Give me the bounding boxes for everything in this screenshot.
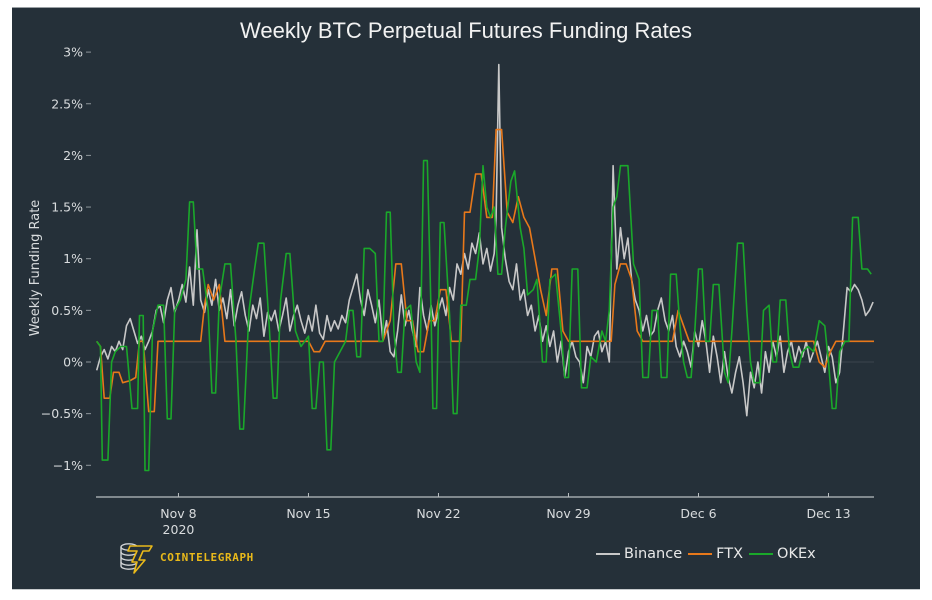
x-tick-sublabel: 2020	[163, 522, 195, 537]
legend-item-binance[interactable]: Binance	[596, 546, 682, 562]
top-border	[12, 7, 920, 8]
coin-stack-icon	[120, 543, 153, 574]
series-line-ftx	[96, 128, 874, 413]
x-tick-label: Nov 29	[546, 506, 590, 521]
logo-wordmark: COINTELEGRAPH	[160, 550, 254, 564]
y-tick-label: 1%	[63, 251, 83, 266]
chart-panel	[12, 8, 920, 590]
series-layer	[95, 63, 874, 472]
series-line-binance	[95, 63, 874, 417]
legend-swatch-binance	[596, 553, 620, 555]
y-tick-label: −1%	[53, 458, 83, 473]
x-tick-label: Nov 8	[160, 506, 196, 521]
x-tick-label: Nov 15	[286, 506, 330, 521]
y-tick-label: 0.5%	[51, 303, 83, 318]
chart-title: Weekly BTC Perpetual Futures Funding Rat…	[239, 18, 693, 43]
legend-swatch-ftx	[688, 553, 713, 555]
y-tick-label: 0%	[63, 355, 83, 370]
legend: Binance FTX OKEx	[596, 546, 822, 562]
series-line-okex	[96, 159, 872, 472]
y-tick-label: 2%	[63, 148, 83, 163]
bottom-border	[12, 589, 920, 590]
x-tick-label: Dec 13	[806, 506, 850, 521]
legend-label-ftx: FTX	[716, 546, 744, 562]
legend-swatch-okex	[749, 553, 774, 555]
y-axis-label: Weekly Funding Rate	[28, 200, 43, 337]
y-tick-label: 1.5%	[51, 200, 83, 215]
legend-item-ftx[interactable]: FTX	[688, 546, 743, 562]
y-axis: 3% 2.5% 2% 1.5% 1% 0.5% 0% −0.5% −1%	[41, 45, 91, 473]
cointelegraph-logo: COINTELEGRAPH	[118, 540, 254, 574]
y-tick-label: 3%	[63, 45, 83, 60]
legend-item-okex[interactable]: OKEx	[749, 546, 816, 562]
x-tick-label: Dec 6	[680, 506, 716, 521]
y-tick-label: −0.5%	[41, 406, 83, 421]
x-tick-label: Nov 22	[416, 506, 460, 521]
legend-label-binance: Binance	[624, 546, 683, 562]
y-tick-label: 2.5%	[51, 96, 83, 111]
legend-label-okex: OKEx	[777, 546, 816, 562]
